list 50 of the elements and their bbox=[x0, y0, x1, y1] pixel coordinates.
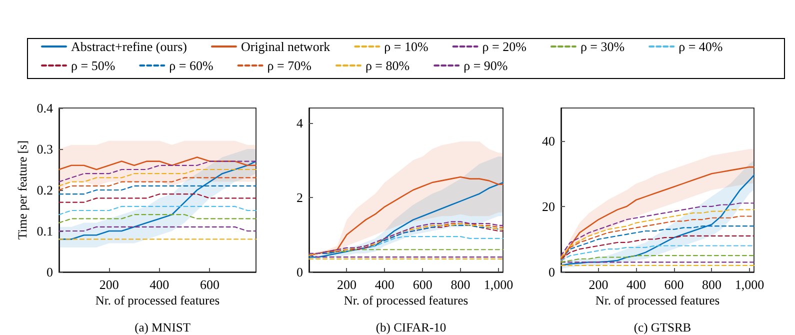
x-tick-label: 600 bbox=[200, 277, 220, 292]
x-axis-title: Nr. of processed features bbox=[595, 294, 720, 308]
x-tick-label: 200 bbox=[588, 277, 608, 292]
text: (a) MNIST bbox=[134, 320, 191, 334]
x-tick-label: 800 bbox=[702, 277, 722, 292]
x-tick-label: 600 bbox=[664, 277, 684, 292]
y-tick-label: 4 bbox=[296, 115, 304, 130]
y-tick-label: 0 bbox=[46, 264, 53, 280]
line-series bbox=[560, 235, 755, 260]
y-tick-label: 40 bbox=[542, 133, 555, 148]
line-series bbox=[58, 156, 257, 170]
line-series bbox=[58, 160, 257, 182]
x-tick-label: 400 bbox=[626, 277, 646, 292]
y-axis-title: Time per feature [s] bbox=[16, 140, 30, 240]
x-tick-label: 600 bbox=[412, 277, 432, 292]
x-tick-label: 200 bbox=[336, 277, 356, 292]
x-tick-label: 800 bbox=[450, 277, 470, 292]
legend-label: ρ = 50% bbox=[71, 58, 116, 73]
line-series bbox=[560, 245, 755, 262]
legend-label: ρ = 70% bbox=[267, 58, 312, 73]
x-tick-label: 1,000 bbox=[484, 277, 514, 292]
legend-label: ρ = 90% bbox=[464, 58, 508, 73]
text: (b) CIFAR-10 bbox=[376, 320, 446, 334]
y-tick-label: 0.2 bbox=[36, 182, 53, 198]
x-tick-label: 400 bbox=[150, 277, 170, 292]
y-tick-label: 0.1 bbox=[36, 224, 53, 238]
y-tick-label: 0.3 bbox=[36, 142, 53, 156]
line-series bbox=[58, 168, 257, 186]
legend-label: ρ = 60% bbox=[169, 58, 214, 73]
legend-label: ρ = 40% bbox=[678, 39, 723, 54]
y-tick-label: 20 bbox=[542, 198, 555, 214]
x-tick-label: 1,000 bbox=[734, 277, 764, 292]
legend-label: ρ = 10% bbox=[384, 39, 428, 54]
legend-label: ρ = 30% bbox=[580, 39, 625, 54]
x-axis-title: Nr. of processed features bbox=[344, 294, 468, 308]
x-tick-label: 400 bbox=[374, 277, 394, 292]
legend-label: Original network bbox=[240, 39, 331, 54]
y-tick-label: 0 bbox=[548, 264, 555, 280]
legend-label: ρ = 80% bbox=[365, 58, 410, 73]
y-tick-label: 0.4 bbox=[36, 100, 54, 116]
legend-label: ρ = 20% bbox=[482, 39, 527, 54]
x-tick-label: 200 bbox=[99, 277, 119, 292]
line-series bbox=[58, 177, 257, 191]
line-series bbox=[58, 160, 257, 240]
text: (c) GTSRB bbox=[634, 320, 692, 334]
line-series bbox=[560, 255, 755, 263]
x-axis-title: Nr. of processed features bbox=[95, 294, 220, 308]
legend-label: Abstract+refine (ours) bbox=[71, 39, 187, 54]
y-tick-label: 0 bbox=[296, 264, 303, 280]
y-tick-label: 2 bbox=[296, 190, 303, 205]
